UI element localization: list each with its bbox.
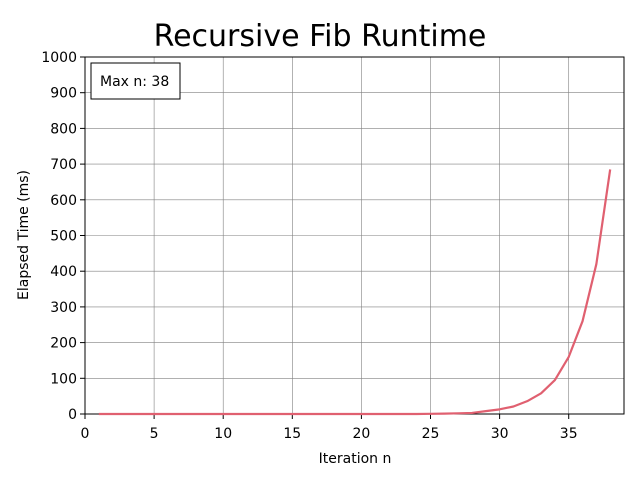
- y-tick-label: 900: [50, 86, 77, 102]
- x-tick-label: 30: [491, 426, 509, 442]
- y-axis-label: Elapsed Time (ms): [16, 170, 32, 300]
- y-tick-label: 1000: [41, 50, 77, 66]
- annotation-frame: [90, 62, 181, 100]
- chart-title: Recursive Fib Runtime: [154, 19, 487, 54]
- grid: [84, 56, 624, 415]
- y-tick-label: 300: [50, 300, 77, 316]
- y-tick-label: 200: [50, 336, 77, 352]
- x-axis-label: Iteration n: [319, 451, 392, 467]
- y-tick-label: 100: [50, 371, 77, 387]
- y-tick-label: 0: [68, 407, 77, 423]
- y-tick-label: 600: [50, 193, 77, 209]
- y-tick-label: 400: [50, 264, 77, 280]
- y-axis: 0 100 200 300 400 500 600 700 800 900 1000: [41, 50, 85, 423]
- x-tick-label: 15: [283, 426, 301, 442]
- y-tick-label: 700: [50, 157, 77, 173]
- x-axis: 0 5 10 15 20 25 30 35: [81, 414, 578, 442]
- x-tick-label: 10: [214, 426, 232, 442]
- y-tick-label: 800: [50, 121, 77, 137]
- x-tick-label: 0: [81, 426, 90, 442]
- x-tick-label: 25: [422, 426, 440, 442]
- series-line: [98, 169, 612, 416]
- series-group: [98, 169, 612, 416]
- annotation-box: Max n: 38: [90, 62, 181, 100]
- annotation-text: Max n: 38: [100, 74, 169, 90]
- x-tick-label: 35: [560, 426, 578, 442]
- y-tick-label: 500: [50, 229, 77, 245]
- x-tick-label: 5: [150, 426, 159, 442]
- x-tick-label: 20: [352, 426, 370, 442]
